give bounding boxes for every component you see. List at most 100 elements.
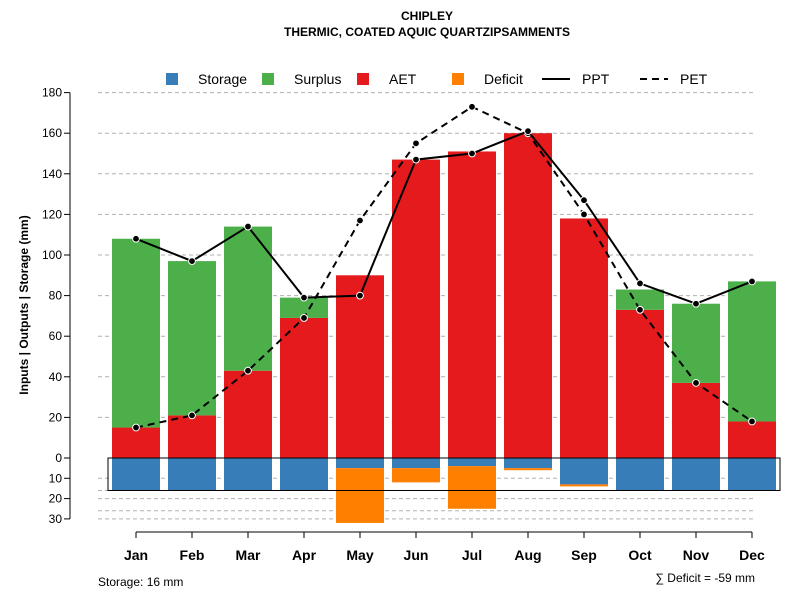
chart-title: CHIPLEY bbox=[401, 9, 453, 23]
legend-swatch-surplus bbox=[262, 73, 274, 85]
y-tick-label: 0 bbox=[55, 451, 62, 465]
ppt-point-may bbox=[356, 291, 364, 300]
legend-swatch-storage bbox=[166, 73, 178, 85]
pet-point-feb bbox=[188, 411, 196, 420]
deficit-bar-jun bbox=[392, 468, 440, 483]
ppt-point-aug bbox=[524, 127, 532, 136]
y-tick-label: 60 bbox=[49, 329, 63, 343]
storage-bar-mar bbox=[224, 458, 272, 491]
storage-bar-nov bbox=[672, 458, 720, 491]
legend-label-storage: Storage bbox=[198, 71, 247, 87]
y-tick-label: 100 bbox=[42, 248, 62, 262]
legend-label-pet: PET bbox=[680, 71, 708, 87]
ppt-point-apr bbox=[300, 293, 308, 302]
surplus-bar-nov bbox=[672, 303, 720, 383]
legend-swatch-deficit bbox=[452, 73, 464, 85]
ppt-point-oct bbox=[636, 279, 644, 288]
x-tick-label-sep: Sep bbox=[571, 547, 597, 563]
storage-bar-jan bbox=[112, 458, 160, 491]
aet-bar-feb bbox=[168, 415, 216, 458]
deficit-bar-jul bbox=[448, 466, 496, 509]
storage-bar-sep bbox=[560, 458, 608, 485]
y-tick-label: 180 bbox=[42, 86, 62, 100]
storage-bar-dec bbox=[728, 458, 776, 491]
y-tick-label: 120 bbox=[42, 207, 62, 221]
x-tick-label-dec: Dec bbox=[739, 547, 765, 563]
deficit-note: ∑ Deficit = -59 mm bbox=[655, 571, 755, 585]
x-tick-label-aug: Aug bbox=[514, 547, 541, 563]
storage-bar-jul bbox=[448, 458, 496, 467]
aet-bar-mar bbox=[224, 370, 272, 458]
aet-bar-jun bbox=[392, 159, 440, 458]
pet-point-oct bbox=[636, 305, 644, 314]
bars bbox=[107, 133, 781, 523]
aet-bar-oct bbox=[616, 309, 664, 458]
surplus-bar-dec bbox=[728, 281, 776, 422]
x-tick-label-may: May bbox=[346, 547, 373, 563]
deficit-bar-may bbox=[336, 468, 384, 523]
legend-swatch-aet bbox=[357, 73, 369, 85]
ppt-point-nov bbox=[692, 299, 700, 308]
pet-point-nov bbox=[692, 378, 700, 387]
pet-point-mar bbox=[244, 366, 252, 375]
pet-point-may bbox=[356, 216, 364, 225]
storage-capacity-frame bbox=[107, 457, 781, 491]
legend: Storage Surplus AET Deficit PPT PET bbox=[166, 71, 708, 87]
storage-note: Storage: 16 mm bbox=[98, 575, 183, 589]
y-tick-label: 30 bbox=[49, 512, 63, 526]
chart-subtitle: THERMIC, COATED AQUIC QUARTZIPSAMMENTS bbox=[284, 25, 570, 39]
storage-bar-oct bbox=[616, 458, 664, 491]
pet-point-apr bbox=[300, 314, 308, 322]
y-tick-label: 160 bbox=[42, 126, 62, 140]
aet-bar-jul bbox=[448, 151, 496, 458]
lines bbox=[132, 102, 756, 432]
pet-point-sep bbox=[580, 210, 588, 219]
pet-line bbox=[135, 105, 753, 429]
x-tick-label-apr: Apr bbox=[292, 547, 317, 563]
legend-label-ppt: PPT bbox=[582, 71, 610, 87]
ppt-point-feb bbox=[188, 257, 196, 265]
aet-bar-apr bbox=[280, 317, 328, 458]
ppt-line bbox=[135, 129, 753, 305]
ppt-point-mar bbox=[244, 222, 252, 231]
storage-bar-may bbox=[336, 458, 384, 469]
x-tick-label-jul: Jul bbox=[462, 547, 482, 563]
aet-bar-nov bbox=[672, 382, 720, 458]
ppt-point-jan bbox=[132, 234, 140, 243]
y-tick-label: 40 bbox=[49, 370, 63, 384]
y-tick-label: 140 bbox=[42, 167, 62, 181]
surplus-bar-apr bbox=[280, 297, 328, 318]
x-tick-label-feb: Feb bbox=[180, 547, 205, 563]
y-axis-label: Inputs | Outputs | Storage (mm) bbox=[17, 215, 31, 394]
pet-point-jul bbox=[468, 102, 476, 111]
deficit-bar-sep bbox=[560, 484, 608, 487]
aet-bar-jan bbox=[112, 427, 160, 458]
surplus-bar-jan bbox=[112, 238, 160, 428]
x-tick-label-jun: Jun bbox=[404, 547, 429, 563]
y-tick-label: 20 bbox=[49, 410, 63, 424]
legend-label-surplus: Surplus bbox=[294, 71, 341, 87]
ppt-point-dec bbox=[748, 277, 756, 286]
deficit-bar-aug bbox=[504, 468, 552, 471]
ppt-point-jun bbox=[412, 155, 420, 164]
aet-bar-aug bbox=[504, 133, 552, 458]
pet-point-dec bbox=[748, 417, 756, 426]
legend-label-deficit: Deficit bbox=[484, 71, 523, 87]
aet-bar-may bbox=[336, 275, 384, 458]
x-tick-label-mar: Mar bbox=[236, 547, 261, 563]
aet-bar-dec bbox=[728, 421, 776, 458]
surplus-bar-mar bbox=[224, 226, 272, 371]
storage-bar-apr bbox=[280, 458, 328, 491]
y-tick-label: 20 bbox=[49, 492, 63, 506]
surplus-bar-feb bbox=[168, 261, 216, 416]
y-tick-label: 10 bbox=[49, 471, 63, 485]
pet-point-jun bbox=[412, 139, 420, 148]
y-tick-label: 80 bbox=[49, 289, 63, 303]
storage-bar-jun bbox=[392, 458, 440, 469]
x-tick-label-oct: Oct bbox=[628, 547, 652, 563]
ppt-point-sep bbox=[580, 196, 588, 205]
storage-bar-aug bbox=[504, 458, 552, 469]
legend-label-aet: AET bbox=[389, 71, 417, 87]
ppt-point-jul bbox=[468, 149, 476, 158]
